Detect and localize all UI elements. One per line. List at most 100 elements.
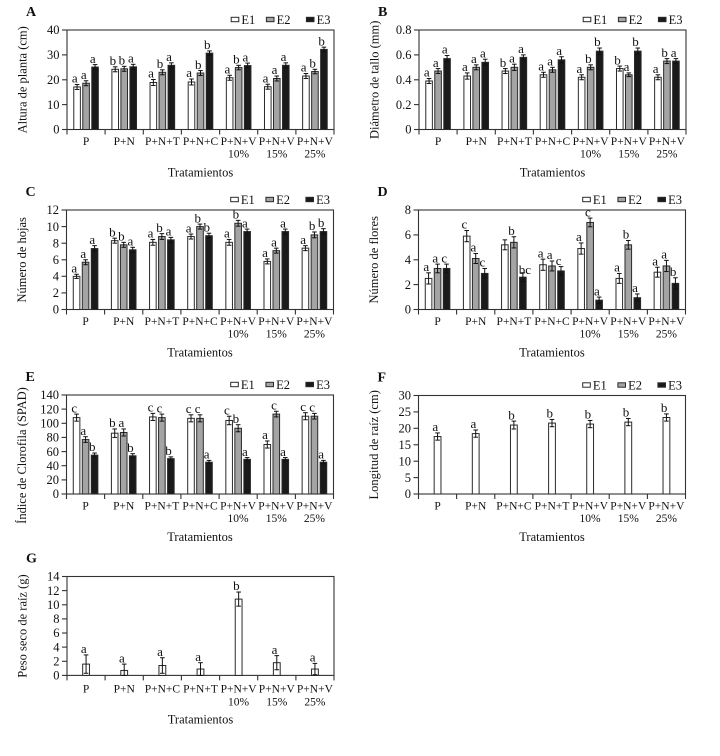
svg-text:120: 120 xyxy=(40,402,59,416)
svg-text:140: 140 xyxy=(40,388,59,402)
svg-text:E2: E2 xyxy=(277,13,291,27)
svg-text:b: b xyxy=(585,407,592,422)
svg-text:12: 12 xyxy=(47,203,60,217)
svg-text:a: a xyxy=(242,49,248,64)
svg-text:15%: 15% xyxy=(618,513,640,525)
svg-text:a: a xyxy=(89,232,95,247)
svg-text:a: a xyxy=(471,240,477,255)
svg-text:E3: E3 xyxy=(316,378,330,392)
svg-text:25%: 25% xyxy=(304,513,326,525)
svg-text:a: a xyxy=(547,54,553,69)
svg-text:a: a xyxy=(262,245,268,260)
svg-text:b: b xyxy=(661,400,668,415)
svg-text:10: 10 xyxy=(47,598,60,612)
svg-text:P+N+V: P+N+V xyxy=(297,683,334,695)
svg-text:30: 30 xyxy=(399,389,412,403)
svg-text:10%: 10% xyxy=(228,329,250,341)
svg-text:P+N+C: P+N+C xyxy=(145,683,181,695)
svg-text:P+N: P+N xyxy=(114,683,136,695)
svg-text:a: a xyxy=(301,60,307,75)
svg-text:P+N+C: P+N+C xyxy=(496,501,532,513)
svg-text:c: c xyxy=(480,255,486,270)
svg-text:20: 20 xyxy=(47,73,60,87)
svg-text:P+N+C: P+N+C xyxy=(535,136,571,148)
svg-text:a: a xyxy=(538,245,544,260)
svg-text:b: b xyxy=(119,53,126,68)
svg-text:Tratamientos: Tratamientos xyxy=(167,346,233,360)
svg-text:E2: E2 xyxy=(628,378,642,392)
svg-text:a: a xyxy=(72,71,78,86)
svg-text:Diámetro de tallo (mm): Diámetro de tallo (mm) xyxy=(368,21,382,139)
svg-text:b: b xyxy=(195,57,202,72)
svg-text:b: b xyxy=(309,56,316,71)
svg-text:2: 2 xyxy=(53,655,59,669)
svg-text:b: b xyxy=(233,207,240,222)
svg-text:c: c xyxy=(186,401,192,416)
svg-text:a: a xyxy=(462,59,468,74)
svg-text:E2: E2 xyxy=(276,193,290,207)
svg-text:10%: 10% xyxy=(228,513,250,525)
svg-text:a: a xyxy=(471,51,477,66)
svg-text:P: P xyxy=(435,136,441,148)
svg-text:8: 8 xyxy=(405,203,411,217)
svg-text:P+N+V: P+N+V xyxy=(572,316,609,328)
svg-text:b: b xyxy=(623,405,630,420)
svg-text:a: a xyxy=(556,43,562,58)
svg-text:P+N+C: P+N+C xyxy=(182,501,218,513)
svg-text:P+N+V: P+N+V xyxy=(610,316,647,328)
svg-text:0: 0 xyxy=(53,669,59,683)
svg-text:a: a xyxy=(300,232,306,247)
svg-text:b: b xyxy=(110,53,117,68)
svg-text:b: b xyxy=(109,224,116,239)
svg-text:b: b xyxy=(594,34,601,49)
svg-text:25%: 25% xyxy=(304,696,326,708)
svg-text:a: a xyxy=(480,45,486,60)
svg-text:15: 15 xyxy=(399,438,412,452)
svg-text:a: a xyxy=(518,41,524,56)
svg-text:E1: E1 xyxy=(593,13,607,27)
svg-text:P+N+T: P+N+T xyxy=(145,316,180,328)
svg-text:P+N: P+N xyxy=(114,136,136,148)
svg-text:P+N+T: P+N+T xyxy=(497,136,532,148)
svg-text:P+N: P+N xyxy=(465,316,487,328)
svg-text:P+N+V: P+N+V xyxy=(573,136,610,148)
svg-text:a: a xyxy=(81,67,87,82)
svg-text:0: 0 xyxy=(405,487,411,501)
svg-text:c: c xyxy=(556,253,562,268)
svg-text:E2: E2 xyxy=(276,378,290,392)
svg-text:P+N: P+N xyxy=(465,501,487,513)
svg-text:a: a xyxy=(128,51,134,66)
svg-text:Tratamientos: Tratamientos xyxy=(167,530,233,544)
svg-text:a: a xyxy=(81,641,87,656)
svg-text:0.4: 0.4 xyxy=(396,73,412,87)
svg-text:c: c xyxy=(271,397,277,412)
svg-text:c: c xyxy=(148,400,154,415)
svg-text:10%: 10% xyxy=(228,149,250,161)
svg-text:P+N+V: P+N+V xyxy=(220,316,257,328)
svg-text:15%: 15% xyxy=(266,696,288,708)
svg-text:a: a xyxy=(432,419,438,434)
svg-text:a: a xyxy=(547,247,553,262)
svg-text:P: P xyxy=(83,683,89,695)
svg-text:c: c xyxy=(71,400,77,415)
svg-text:P+N+V: P+N+V xyxy=(296,501,333,513)
svg-text:P+N+C: P+N+C xyxy=(183,136,219,148)
svg-text:a: a xyxy=(224,226,230,241)
svg-text:B: B xyxy=(378,5,387,20)
svg-text:40: 40 xyxy=(47,459,60,473)
svg-text:a: a xyxy=(119,415,125,430)
svg-text:P+N+V: P+N+V xyxy=(259,136,296,148)
svg-text:a: a xyxy=(224,61,230,76)
svg-text:c: c xyxy=(157,400,163,415)
svg-text:0: 0 xyxy=(405,303,411,317)
svg-text:15%: 15% xyxy=(266,149,288,161)
svg-text:a: a xyxy=(576,229,582,244)
svg-text:a: a xyxy=(310,650,316,665)
svg-text:10: 10 xyxy=(399,454,412,468)
svg-text:a: a xyxy=(263,70,269,85)
svg-text:a: a xyxy=(186,220,192,235)
svg-text:E3: E3 xyxy=(669,13,683,27)
svg-text:b: b xyxy=(203,219,210,234)
svg-text:0: 0 xyxy=(405,123,411,137)
svg-text:P+N+V: P+N+V xyxy=(611,136,648,148)
